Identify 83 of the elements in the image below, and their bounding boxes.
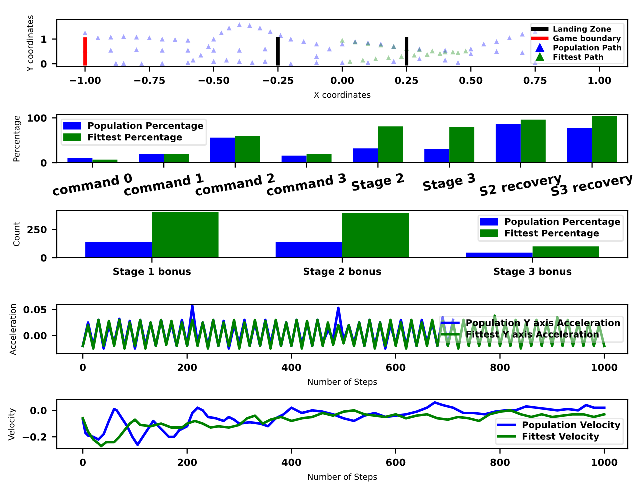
legend-label: Population Y axis Acceleration — [466, 319, 620, 328]
legend-label: Fittest Percentage — [505, 230, 600, 239]
x-tick-label: 1.00 — [588, 76, 612, 84]
bar — [496, 124, 521, 163]
x-tick-label: 0 — [80, 364, 86, 372]
bar — [306, 154, 332, 163]
y-tick-label: 0.05 — [24, 306, 47, 314]
x-tick-label: −0.50 — [198, 76, 230, 84]
y-tick-label: −0.2 — [22, 434, 46, 441]
bar — [342, 213, 410, 258]
bar — [520, 120, 546, 163]
x-tick-label: Stage 2 bonus — [304, 268, 382, 278]
point — [348, 59, 353, 64]
point — [430, 48, 435, 54]
x-tick-label: −0.75 — [134, 76, 165, 84]
legend-label: Fittest Velocity — [522, 432, 600, 442]
point — [438, 51, 443, 56]
x-tick-label: Stage 1 bonus — [114, 268, 191, 278]
x-tick-label: 200 — [178, 458, 198, 466]
point — [424, 52, 430, 58]
point — [340, 38, 345, 43]
x-tick-label: Stage 3 bonus — [494, 268, 572, 278]
y-axis-title: Acceleration — [10, 304, 16, 356]
bar — [68, 158, 93, 163]
x-tick-label: Stage 2 — [352, 173, 405, 194]
bar — [592, 116, 618, 163]
y-tick-label: 0 — [40, 254, 47, 262]
bar — [532, 246, 600, 258]
x-tick-label: −0.25 — [263, 76, 294, 84]
point — [412, 52, 417, 58]
bar — [164, 154, 190, 163]
x-tick-label: 1000 — [592, 458, 618, 466]
legend-label: Population Velocity — [522, 421, 621, 430]
bar — [235, 136, 260, 163]
x-tick-label: 0 — [80, 458, 86, 466]
x-tick-label: 0.75 — [524, 76, 547, 84]
bar — [86, 242, 152, 258]
y-axis-title: Count — [14, 222, 20, 246]
y-axis-title: Velocity — [8, 408, 16, 441]
x-tick-label: Stage 3 — [422, 173, 476, 194]
x-tick-label: 0.50 — [460, 76, 483, 84]
x-tick-label: 600 — [386, 364, 406, 372]
y-tick-label: 1 — [42, 36, 47, 43]
x-tick-label: 800 — [490, 364, 510, 372]
x-tick-label: 800 — [490, 458, 510, 466]
bar — [424, 150, 450, 163]
y-axis-title: Percentage — [14, 116, 22, 162]
bar — [210, 138, 236, 163]
legend-label: Population Percentage — [505, 218, 620, 228]
x-axis-title: Number of Steps — [308, 378, 378, 387]
x-tick-label: 400 — [282, 364, 302, 372]
x-axis-title: X coordinates — [314, 92, 371, 98]
point — [386, 55, 392, 60]
point — [399, 54, 404, 60]
bar — [450, 128, 475, 163]
y-tick-label: 0 — [40, 60, 47, 68]
y-tick-label: 0 — [40, 159, 47, 167]
x-tick-label: 400 — [282, 458, 302, 466]
point — [450, 50, 456, 55]
x-tick-label: 600 — [386, 458, 406, 466]
x-tick-label: 0.00 — [330, 76, 354, 84]
bar — [378, 126, 404, 163]
y-tick-label: 0.00 — [24, 332, 47, 340]
bar — [152, 212, 219, 258]
y-tick-label: 0.0 — [30, 407, 47, 414]
point — [456, 50, 461, 56]
y-tick-label: 250 — [28, 226, 47, 234]
bar — [567, 128, 592, 163]
y-tick-label: 100 — [28, 114, 47, 122]
legend-label: Population Percentage — [88, 122, 204, 132]
y-axis-title: Y coordinates — [26, 16, 34, 72]
bar — [282, 156, 307, 163]
point — [464, 48, 468, 54]
x-tick-label: 200 — [178, 364, 198, 372]
bar — [276, 242, 342, 258]
point — [374, 56, 378, 62]
bar — [139, 154, 164, 163]
x-tick-label: 1000 — [592, 364, 618, 372]
x-axis-title: Number of Steps — [308, 474, 378, 482]
legend-label: Fittest Percentage — [88, 134, 182, 143]
bar — [353, 148, 378, 163]
x-tick-label: −1.00 — [70, 76, 101, 84]
x-tick-label: 0.25 — [395, 76, 418, 84]
